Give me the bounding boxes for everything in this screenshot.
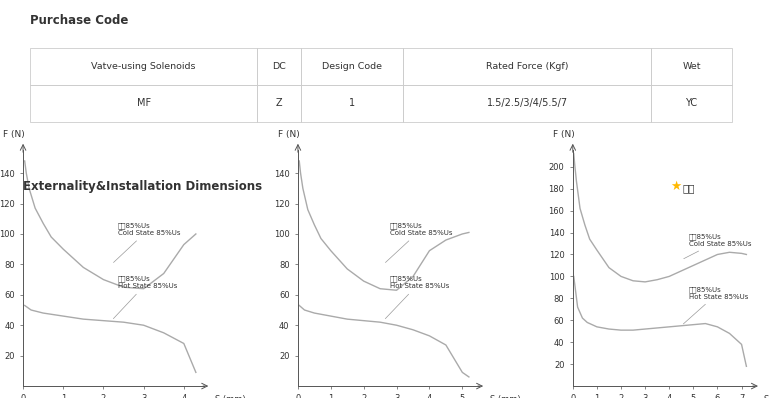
Text: Purchase Code: Purchase Code <box>31 14 128 27</box>
Bar <box>31 85 257 122</box>
Text: S (mm): S (mm) <box>764 396 769 398</box>
Text: 1: 1 <box>349 98 355 108</box>
Text: Externality&Installation Dimensions: Externality&Installation Dimensions <box>23 180 262 193</box>
Bar <box>257 85 301 122</box>
Text: 1.5/2.5/3/4/5.5/7: 1.5/2.5/3/4/5.5/7 <box>487 98 568 108</box>
Text: 收藏: 收藏 <box>683 183 695 193</box>
Text: Rated Force (Kgf): Rated Force (Kgf) <box>486 62 568 71</box>
Text: Z: Z <box>275 98 282 108</box>
Text: Vatve-using Solenoids: Vatve-using Solenoids <box>92 62 196 71</box>
Bar <box>403 48 651 85</box>
Text: Design Code: Design Code <box>321 62 382 71</box>
Bar <box>257 48 301 85</box>
Text: DC: DC <box>271 62 286 71</box>
Bar <box>301 85 403 122</box>
Text: F (N): F (N) <box>3 129 25 139</box>
Bar <box>31 48 257 85</box>
Bar <box>301 48 403 85</box>
Bar <box>651 48 732 85</box>
Text: F (N): F (N) <box>278 129 300 139</box>
Bar <box>651 85 732 122</box>
Bar <box>403 85 651 122</box>
Text: S (mm): S (mm) <box>215 396 245 398</box>
Text: 热态85%Us
Hot State 85%Us: 热态85%Us Hot State 85%Us <box>113 276 177 319</box>
Text: S (mm): S (mm) <box>490 396 521 398</box>
Text: F (N): F (N) <box>553 129 574 139</box>
Text: YC: YC <box>685 98 697 108</box>
Text: 冷态85%Us
Cold State 85%Us: 冷态85%Us Cold State 85%Us <box>114 222 180 262</box>
Text: Wet: Wet <box>682 62 701 71</box>
Text: ★: ★ <box>671 180 682 193</box>
Text: 热态85%Us
Hot State 85%Us: 热态85%Us Hot State 85%Us <box>684 286 748 324</box>
Text: 热态85%Us
Hot State 85%Us: 热态85%Us Hot State 85%Us <box>385 276 449 319</box>
Text: MF: MF <box>137 98 151 108</box>
Text: 冷态85%Us
Cold State 85%Us: 冷态85%Us Cold State 85%Us <box>385 222 452 263</box>
Text: 冷态85%Us
Cold State 85%Us: 冷态85%Us Cold State 85%Us <box>684 233 751 259</box>
